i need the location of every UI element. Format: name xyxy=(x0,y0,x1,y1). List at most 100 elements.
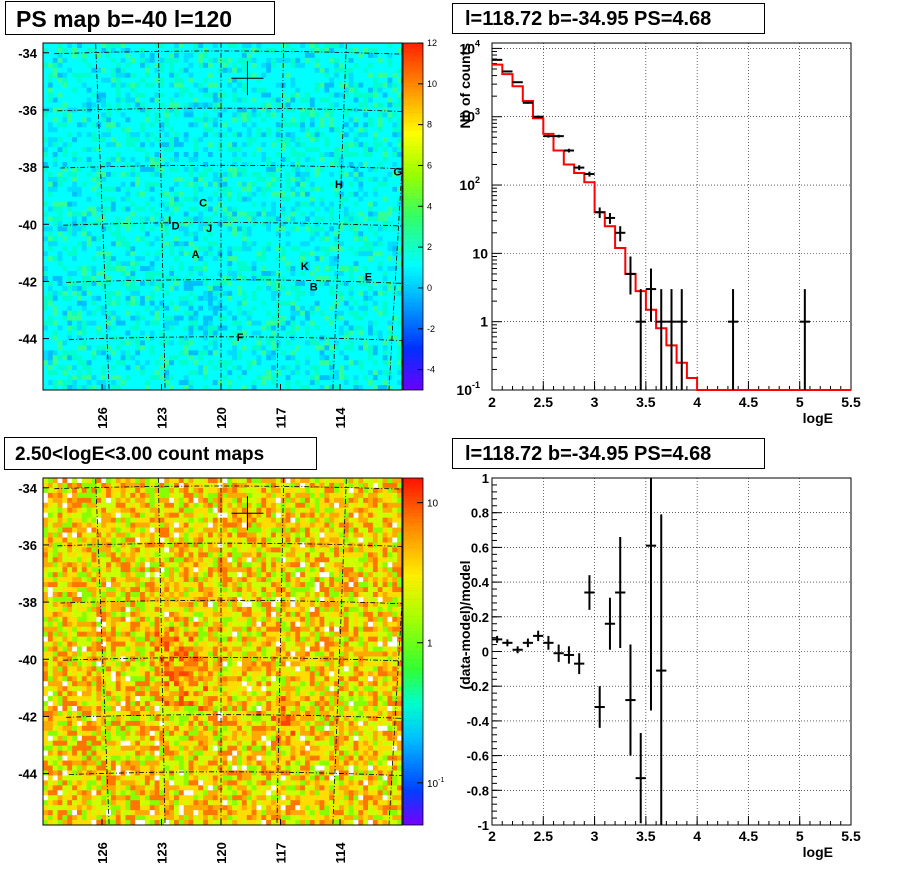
heatmap-cell xyxy=(120,226,126,232)
heatmap-cell xyxy=(115,166,122,173)
heatmap-cell xyxy=(67,231,73,237)
heatmap-cell xyxy=(256,320,262,326)
heatmap-cell xyxy=(334,300,340,307)
heatmap-cell xyxy=(266,295,272,302)
heatmap-cell xyxy=(358,380,364,386)
heatmap-cell xyxy=(251,216,257,222)
heatmap-cell xyxy=(266,370,272,376)
heatmap-cell xyxy=(91,77,97,84)
heatmap-cell xyxy=(372,52,379,59)
heatmap-cell xyxy=(261,67,267,74)
heatmap-cell xyxy=(222,137,228,143)
heatmap-cell xyxy=(86,305,92,312)
heatmap-cell xyxy=(324,161,330,168)
heatmap-cell xyxy=(67,300,73,307)
heatmap-cell xyxy=(101,370,107,376)
heatmap-cell xyxy=(101,216,107,222)
heatmap-cell xyxy=(271,186,277,193)
heatmap-cell xyxy=(67,370,73,376)
heatmap-cell xyxy=(193,206,199,212)
heatmap-cell xyxy=(96,176,102,183)
heatmap-cell xyxy=(207,152,214,158)
heatmap-cell xyxy=(91,360,97,366)
heatmap-cell xyxy=(130,92,136,98)
heatmap-cell xyxy=(193,271,199,277)
heatmap-cell xyxy=(101,360,107,366)
heatmap-cell xyxy=(144,52,151,59)
heatmap-cell xyxy=(81,350,88,356)
heatmap-cell xyxy=(203,251,209,257)
heatmap-cell xyxy=(120,72,126,79)
heatmap-cell xyxy=(290,122,296,128)
heatmap-cell xyxy=(271,241,277,247)
heatmap-cell xyxy=(285,251,291,257)
heatmap-cell xyxy=(237,340,243,346)
heatmap-cell xyxy=(130,147,136,153)
heatmap-cell xyxy=(343,186,350,193)
heatmap-cell xyxy=(343,380,350,386)
heatmap-cell xyxy=(110,186,117,193)
heatmap-cell xyxy=(319,201,325,207)
heatmap-cell xyxy=(144,355,151,361)
heatmap-cell xyxy=(382,236,388,242)
heatmap-cell xyxy=(178,57,185,64)
heatmap-cell xyxy=(275,325,282,331)
heatmap-cell xyxy=(290,280,296,287)
heatmap-cell xyxy=(57,266,63,272)
heatmap-cell xyxy=(319,231,325,237)
heatmap-cell xyxy=(334,246,340,252)
heatmap-cell xyxy=(300,256,306,262)
heatmap-cell xyxy=(173,72,180,79)
heatmap-cell xyxy=(237,325,243,331)
heatmap-cell xyxy=(188,147,194,153)
heatmap-cell xyxy=(164,152,170,158)
heatmap-cell xyxy=(115,196,122,203)
heatmap-cell xyxy=(183,365,189,371)
heatmap-cell xyxy=(295,152,301,158)
heatmap-cell xyxy=(67,380,73,386)
heatmap-cell xyxy=(115,206,122,212)
heatmap-cell xyxy=(72,127,78,133)
heatmap-cell xyxy=(368,221,374,227)
heatmap-cell xyxy=(353,385,359,391)
heatmap-cell xyxy=(338,290,345,297)
heatmap-cell xyxy=(261,107,267,113)
heatmap-cell xyxy=(154,147,160,153)
heatmap-cell xyxy=(91,216,97,222)
heatmap-cell xyxy=(125,275,131,282)
heatmap-cell xyxy=(164,77,170,84)
heatmap-cell xyxy=(334,360,340,366)
heatmap-cell xyxy=(382,117,388,123)
heatmap-cell xyxy=(169,385,175,391)
heatmap-cell xyxy=(81,330,88,336)
heatmap-cell xyxy=(266,132,272,138)
heatmap-cell xyxy=(256,112,262,118)
heatmap-cell xyxy=(304,47,311,54)
heatmap-cell xyxy=(324,231,330,237)
heatmap-cell xyxy=(154,261,160,267)
heatmap-cell xyxy=(130,226,136,232)
heatmap-cell xyxy=(222,360,228,366)
heatmap-cell xyxy=(363,122,369,128)
heatmap-cell xyxy=(377,181,383,188)
heatmap-cell xyxy=(144,365,151,371)
heatmap-cell xyxy=(246,147,253,153)
heatmap-cell xyxy=(348,127,354,133)
heatmap-cell xyxy=(358,226,364,232)
heatmap-cell xyxy=(130,251,136,257)
heatmap-cell xyxy=(115,285,122,292)
heatmap-cell xyxy=(198,122,204,128)
heatmap-cell xyxy=(251,92,257,98)
heatmap-cell xyxy=(81,157,88,163)
heatmap-cell xyxy=(110,191,117,198)
heatmap-cell xyxy=(164,92,170,98)
heatmap-cell xyxy=(62,87,68,93)
heatmap-cell xyxy=(353,186,359,193)
heatmap-cell xyxy=(295,117,301,123)
heatmap-cell xyxy=(173,226,180,232)
heatmap-cell xyxy=(256,236,262,242)
heatmap-cell xyxy=(193,196,199,203)
heatmap-cell xyxy=(319,271,325,277)
heatmap-cell xyxy=(329,310,335,317)
heatmap-cell xyxy=(130,385,136,391)
